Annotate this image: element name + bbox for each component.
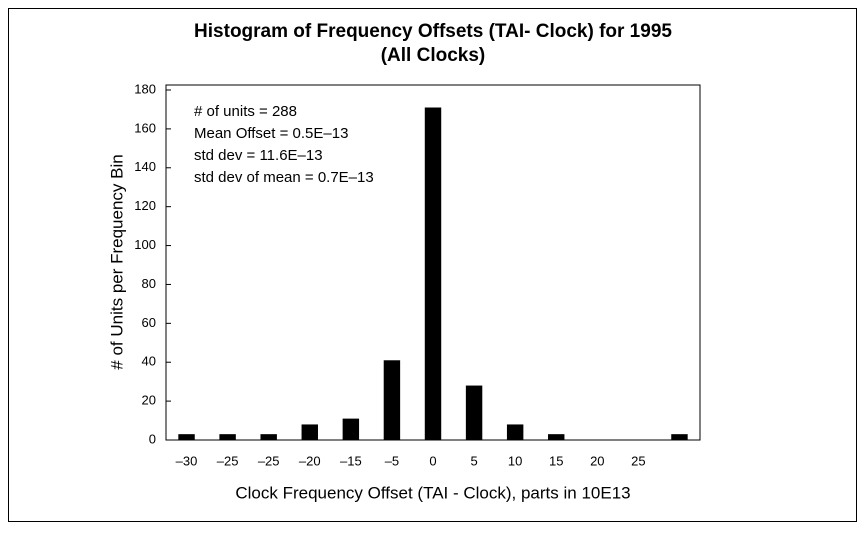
annotation: Mean Offset = 0.5E–13 <box>194 125 348 142</box>
x-tick-label: 25 <box>631 453 645 468</box>
x-tick-label: –25 <box>217 453 239 468</box>
x-tick-label: 15 <box>549 453 563 468</box>
y-tick-label: 120 <box>134 198 156 213</box>
x-tick-label: 5 <box>470 453 477 468</box>
y-tick-label: 160 <box>134 120 156 135</box>
bar <box>424 107 442 440</box>
bar <box>671 434 688 440</box>
y-tick-label: 0 <box>149 431 156 446</box>
bar <box>548 434 565 440</box>
annotation: std dev of mean = 0.7E–13 <box>194 169 374 186</box>
annotation: std dev = 11.6E–13 <box>194 147 323 164</box>
x-tick-label: 10 <box>508 453 522 468</box>
y-tick-label: 140 <box>134 159 156 174</box>
bar <box>342 418 360 440</box>
x-tick-label: –15 <box>340 453 362 468</box>
bar <box>301 424 318 440</box>
y-tick-label: 100 <box>134 237 156 252</box>
y-tick-label: 80 <box>142 276 156 291</box>
bar <box>219 434 236 440</box>
chart-title: Histogram of Frequency Offsets (TAI- Clo… <box>194 21 672 42</box>
y-axis-label: # of Units per Frequency Bin <box>107 154 126 369</box>
frame <box>8 8 857 522</box>
y-tick-label: 20 <box>142 393 156 408</box>
bar <box>465 385 483 440</box>
x-axis-label: Clock Frequency Offset (TAI - Clock), pa… <box>235 483 630 502</box>
bar <box>178 434 195 440</box>
x-tick-label: –20 <box>299 453 321 468</box>
x-tick-label: –5 <box>385 453 399 468</box>
x-tick-label: –30 <box>176 453 198 468</box>
y-tick-label: 60 <box>142 315 156 330</box>
y-tick-label: 180 <box>134 81 156 96</box>
x-tick-label: 20 <box>590 453 604 468</box>
x-tick-label: –25 <box>258 453 280 468</box>
bar <box>383 360 401 440</box>
annotation: # of units = 288 <box>194 103 297 120</box>
bar <box>260 434 277 440</box>
y-tick-label: 40 <box>142 354 156 369</box>
bar <box>506 424 524 440</box>
x-tick-label: 0 <box>429 453 436 468</box>
chart-subtitle: (All Clocks) <box>381 45 486 66</box>
